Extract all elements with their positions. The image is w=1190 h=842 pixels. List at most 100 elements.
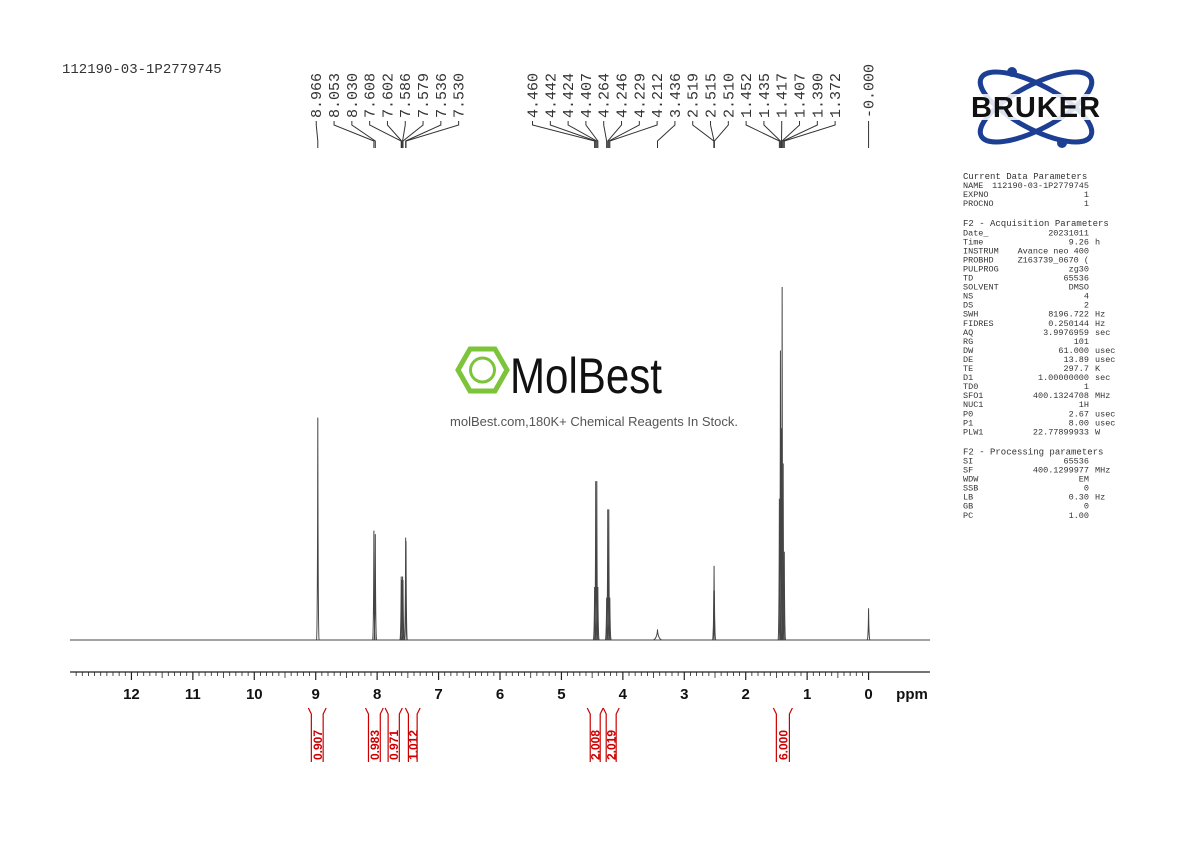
logo-dot xyxy=(1007,67,1017,77)
integral-label: 0.983 xyxy=(368,730,382,760)
parameter-key: LB xyxy=(963,493,973,503)
peak-label-connector xyxy=(567,121,598,148)
parameter-value: 9.26 xyxy=(1069,237,1089,247)
x-tick-label: 8 xyxy=(373,686,381,703)
x-tick-label: 11 xyxy=(185,686,201,703)
parameter-key: SOLVENT xyxy=(963,283,999,293)
parameter-unit: K xyxy=(1095,364,1101,374)
parameter-value: 22.77899933 xyxy=(1033,427,1089,437)
parameter-key: AQ xyxy=(963,328,973,338)
x-tick-label: 12 xyxy=(123,686,140,703)
peak-label-connector xyxy=(657,121,676,148)
parameter-value: 1.00000000 xyxy=(1038,373,1089,383)
integral-bracket xyxy=(772,707,793,762)
peak-label: 4.264 xyxy=(597,73,614,118)
integral-label: 2.008 xyxy=(589,730,603,760)
watermark-text: molBest.com,180K+ Chemical Reagents In S… xyxy=(450,414,738,429)
parameter-value: 1H xyxy=(1079,400,1089,410)
watermark-ring xyxy=(469,356,496,384)
parameter-value: 1.00 xyxy=(1069,511,1089,521)
peak-label: 1.407 xyxy=(793,73,810,118)
parameter-unit: MHz xyxy=(1095,466,1110,476)
parameter-key: Time xyxy=(963,237,983,247)
parameter-key: SSB xyxy=(963,484,978,494)
peak-label: 7.608 xyxy=(363,73,380,118)
parameter-value: 0 xyxy=(1084,484,1089,494)
peak-label-connector xyxy=(609,121,658,148)
parameter-section-title: F2 - Acquisition Parameters xyxy=(963,219,1109,229)
x-tick-label: 1 xyxy=(803,686,811,703)
peak-label-connector xyxy=(763,121,781,148)
peak-label-connector xyxy=(607,121,623,148)
parameter-unit: Hz xyxy=(1095,319,1105,329)
parameter-value: 2 xyxy=(1084,301,1089,311)
logo-dot xyxy=(1057,138,1067,148)
integral-bracket xyxy=(602,707,620,762)
parameter-key: SFO1 xyxy=(963,391,983,401)
integral-label: 0.907 xyxy=(311,730,325,760)
peak-label: 8.053 xyxy=(327,73,344,118)
parameter-value: 1 xyxy=(1084,190,1089,200)
parameter-unit: Hz xyxy=(1095,493,1105,503)
peak-label: 7.602 xyxy=(380,73,397,118)
integral-bracket xyxy=(364,707,384,762)
peak xyxy=(404,541,408,641)
parameter-unit: usec xyxy=(1095,346,1115,356)
parameter-value: 1 xyxy=(1084,199,1089,209)
parameter-key: INSTRUM xyxy=(963,246,999,256)
parameter-unit: MHz xyxy=(1095,391,1110,401)
x-tick-label: 2 xyxy=(742,686,750,703)
peak-label: 4.246 xyxy=(615,73,632,118)
parameter-key: DE xyxy=(963,355,973,365)
parameter-key: NUC1 xyxy=(963,400,983,410)
peak-label: 2.515 xyxy=(704,73,721,118)
integral-label: 1.012 xyxy=(406,730,420,760)
parameter-value: 2.67 xyxy=(1069,409,1089,419)
integral-label: 0.971 xyxy=(387,730,401,760)
peak-label: 8.966 xyxy=(309,73,326,118)
x-tick-label: 4 xyxy=(619,686,628,703)
parameter-section-title: F2 - Processing parameters xyxy=(963,447,1103,457)
peak-label: -0.000 xyxy=(862,64,879,118)
integral-label: 6.000 xyxy=(776,730,790,760)
peak-label: 4.442 xyxy=(543,73,560,118)
peak-label: 1.372 xyxy=(828,73,845,118)
peak-label-connector xyxy=(781,121,801,148)
peak-label-connector xyxy=(783,121,836,148)
peak-label: 1.435 xyxy=(757,73,774,118)
x-tick-label: 9 xyxy=(312,686,320,703)
parameter-value: Avance neo 400 xyxy=(1018,246,1089,256)
parameter-key: P1 xyxy=(963,418,973,428)
peak-label: 4.407 xyxy=(579,73,596,118)
peak-label-connector xyxy=(386,121,403,148)
parameter-unit: usec xyxy=(1095,418,1115,428)
peak-label-connector xyxy=(333,121,375,148)
peak xyxy=(316,417,320,641)
x-tick-label: 3 xyxy=(680,686,688,703)
parameter-value: 20231011 xyxy=(1048,228,1089,238)
parameter-key: RG xyxy=(963,337,973,347)
parameter-key: TE xyxy=(963,364,973,374)
parameter-key: NAME xyxy=(963,181,983,191)
x-tick-label: 0 xyxy=(864,686,872,703)
peak xyxy=(596,587,600,641)
parameter-value: 61.000 xyxy=(1058,346,1089,356)
parameter-value: EM xyxy=(1079,475,1089,485)
peak-label: 4.212 xyxy=(650,73,667,118)
parameter-value: 65536 xyxy=(1063,274,1089,284)
x-axis-label: ppm xyxy=(896,686,928,703)
peak-label-connector xyxy=(315,121,319,148)
watermark-name: MolBest xyxy=(510,348,662,404)
parameter-value: 112190-03-1P2779745 xyxy=(992,181,1089,191)
peak-label: 2.510 xyxy=(721,73,738,118)
peak xyxy=(401,579,405,641)
x-tick-label: 7 xyxy=(434,686,442,703)
parameter-value: 297.7 xyxy=(1063,364,1089,374)
parameter-unit: usec xyxy=(1095,409,1115,419)
integral-label: 2.019 xyxy=(605,730,619,760)
peak-label-connector xyxy=(782,121,818,148)
peak-label-connector xyxy=(608,121,640,148)
parameter-value: 400.1299977 xyxy=(1033,466,1089,476)
